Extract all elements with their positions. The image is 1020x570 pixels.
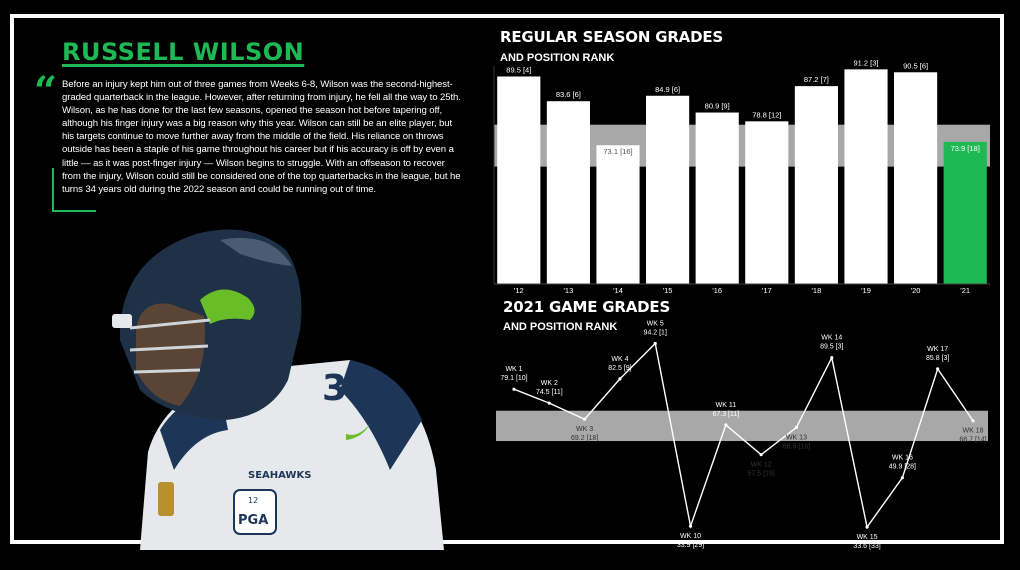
game-week-label-12: WK 17 (927, 346, 948, 353)
game-value-label-13: 68.7 [14] (959, 437, 986, 444)
game-value-label-7: 57.5 [19] (748, 471, 775, 478)
game-value-label-2: 69.2 [18] (571, 435, 598, 442)
game-point-1 (547, 401, 551, 405)
game-week-label-1: WK 2 (541, 380, 558, 387)
bar-value-label-6: 87.2 [7] (804, 75, 829, 84)
line-chart-subtitle: AND POSITION RANK (503, 321, 618, 333)
line-chart-band (496, 410, 988, 442)
pga-patch-text: PGA (238, 513, 268, 528)
bar-category-label-6: '18 (812, 286, 822, 295)
bar-6 (794, 86, 838, 284)
bar-chart-subtitle: AND POSITION RANK (500, 52, 615, 64)
bar-7 (844, 69, 888, 284)
facemask-bars (129, 318, 211, 374)
bar-category-label-3: '15 (663, 286, 673, 295)
bar-8 (894, 72, 938, 285)
game-week-label-5: WK 10 (680, 533, 701, 540)
bar-value-label-3: 84.9 [6] (655, 85, 680, 94)
bar-category-label-5: '17 (762, 286, 772, 295)
game-point-0 (512, 387, 516, 391)
quote-mark-icon: “ (34, 68, 58, 115)
game-point-9 (830, 356, 834, 360)
bar-category-label-1: '13 (564, 286, 574, 295)
game-value-label-10: 33.6 [33] (853, 543, 880, 550)
bar-5 (745, 121, 789, 284)
game-week-label-10: WK 15 (857, 534, 878, 541)
game-point-8 (794, 425, 799, 429)
game-value-label-8: 66.5 [16] (783, 443, 810, 450)
player-name: RUSSELL WILSON (62, 38, 305, 66)
game-value-label-4: 94.2 [1] (644, 329, 667, 336)
game-point-6 (724, 423, 728, 427)
bar-4 (695, 112, 739, 285)
bar-value-label-8: 90.5 [6] (903, 61, 928, 70)
bar-value-label-0: 89.5 [4] (506, 65, 531, 74)
jersey-number: 3 (322, 368, 347, 409)
game-point-2 (583, 417, 587, 421)
game-grades-line (513, 342, 974, 529)
game-point-12 (936, 367, 940, 371)
bar-category-label-9: '21 (960, 286, 970, 295)
game-week-label-7: WK 12 (751, 462, 772, 469)
game-week-label-0: WK 1 (505, 366, 522, 373)
bar-9 (943, 141, 987, 284)
bar-category-label-8: '20 (911, 286, 921, 295)
game-week-label-3: WK 4 (611, 356, 628, 363)
bar-value-label-1: 83.6 [6] (556, 90, 581, 99)
bar-value-label-4: 80.9 [9] (705, 102, 730, 111)
game-week-label-9: WK 14 (821, 335, 842, 342)
game-point-4 (653, 341, 657, 346)
bar-category-label-7: '19 (861, 286, 871, 295)
logo-swoosh-icon (346, 424, 370, 440)
game-value-label-12: 85.8 [3] (926, 355, 949, 362)
bar-value-label-9: 73.9 [18] (951, 144, 980, 153)
bar-1 (546, 101, 590, 284)
bar-0 (497, 76, 541, 284)
jersey-text: SEAHAWKS (248, 470, 311, 481)
game-value-label-6: 67.3 [11] (712, 411, 739, 418)
game-week-label-13: WK 18 (962, 428, 983, 435)
game-value-label-9: 89.5 [3] (820, 344, 843, 351)
game-value-label-5: 33.9 [29] (677, 542, 704, 549)
bar-value-label-5: 78.8 [12] (752, 110, 781, 119)
bar-value-label-2: 73.1 [16] (603, 147, 632, 156)
game-week-label-4: WK 5 (647, 320, 664, 327)
game-week-label-6: WK 11 (716, 402, 737, 409)
captain-patch (158, 482, 174, 516)
game-point-10 (865, 525, 869, 529)
quote-bracket-vertical (52, 168, 54, 212)
bar-3 (646, 95, 690, 284)
game-value-label-1: 74.5 [11] (536, 389, 563, 396)
game-week-label-11: WK 16 (892, 455, 913, 462)
helmet-logo-icon (200, 289, 255, 324)
game-week-label-2: WK 3 (576, 426, 593, 433)
game-value-label-11: 49.9 [28] (889, 464, 916, 471)
helmet-highlight (220, 237, 292, 266)
game-point-13 (971, 419, 975, 423)
pga-patch (233, 489, 277, 535)
game-point-5 (688, 524, 693, 528)
helmet-chinstrap-logo (112, 314, 132, 328)
game-point-11 (900, 476, 904, 480)
player-photo: SEAHAWKS 12 PGA 3 (112, 229, 444, 550)
bar-2 (596, 145, 640, 284)
game-week-label-8: WK 13 (786, 434, 807, 441)
bar-chart-title: REGULAR SEASON GRADES (500, 28, 723, 46)
bar-value-label-7: 91.2 [3] (853, 58, 878, 67)
bar-category-label-0: '12 (514, 286, 524, 295)
game-value-label-3: 82.5 [9] (608, 365, 631, 372)
player-face (136, 303, 205, 406)
bar-category-label-2: '14 (613, 286, 623, 295)
game-value-label-0: 79.1 [10] (500, 375, 527, 382)
pga-patch-top: 12 (248, 496, 258, 505)
player-bio: Before an injury kept him out of three g… (62, 79, 461, 195)
jersey-shoulder-stripe (340, 360, 422, 470)
game-point-3 (618, 377, 622, 381)
line-chart-title: 2021 GAME GRADES (503, 298, 671, 316)
bar-category-label-4: '16 (712, 286, 722, 295)
game-point-7 (759, 453, 763, 457)
quote-bracket-horizontal (52, 210, 96, 212)
